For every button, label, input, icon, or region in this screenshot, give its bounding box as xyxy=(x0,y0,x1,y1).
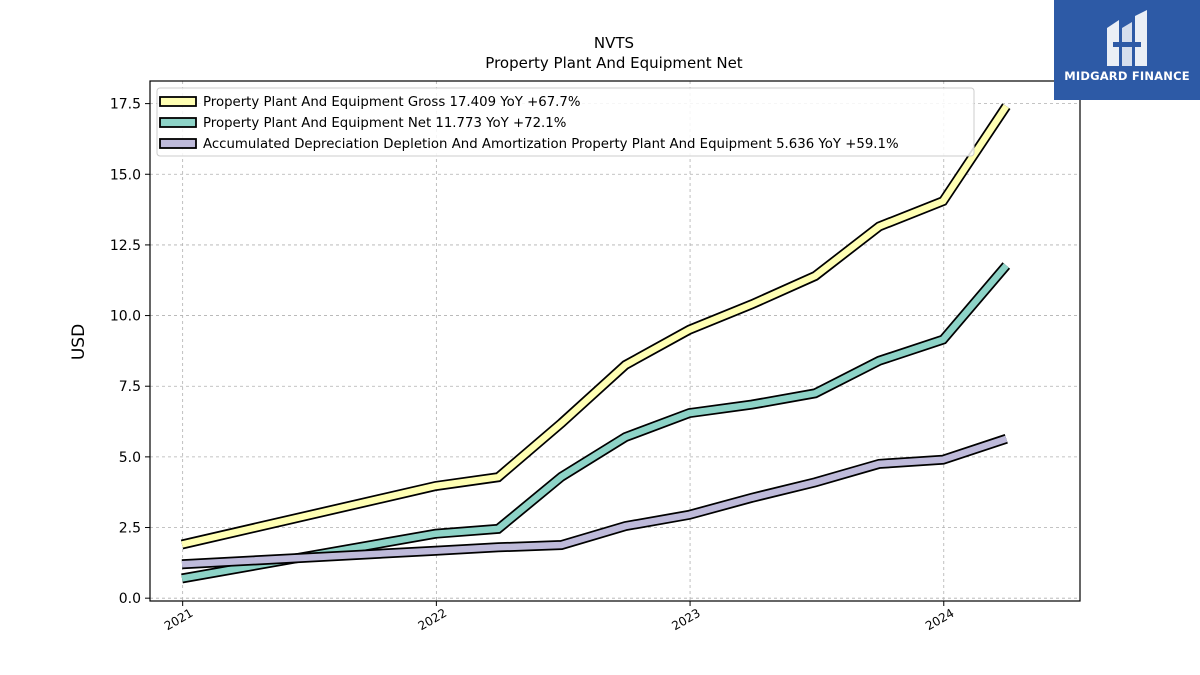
watermark-text: MIDGARD FINANCE xyxy=(1064,69,1190,83)
x-tick-label: 2024 xyxy=(923,606,956,633)
series-outline-0 xyxy=(180,103,1011,550)
legend: Property Plant And Equipment Gross 17.40… xyxy=(156,87,975,157)
x-tick-label: 2022 xyxy=(416,606,449,633)
series-line-1 xyxy=(181,263,1009,582)
legend-swatch xyxy=(159,138,197,149)
y-tick-label: 5.0 xyxy=(119,450,141,466)
series-line-2 xyxy=(181,435,1008,568)
chart-title: NVTS xyxy=(594,34,634,52)
x-tick-label: 2023 xyxy=(669,606,702,633)
legend-swatch xyxy=(159,117,197,128)
x-tick-label: 2021 xyxy=(162,606,195,633)
y-tick-label: 15.0 xyxy=(110,167,141,183)
y-tick-label: 10.0 xyxy=(110,309,141,325)
series-line-0 xyxy=(181,104,1010,548)
y-tick-label: 12.5 xyxy=(110,238,141,254)
legend-label: Property Plant And Equipment Gross 17.40… xyxy=(203,95,581,110)
legend-box xyxy=(156,87,975,157)
y-tick-label: 17.5 xyxy=(110,97,141,113)
legend-swatch xyxy=(159,96,197,107)
plot-frame xyxy=(149,80,1081,602)
legend-label: Accumulated Depreciation Depletion And A… xyxy=(203,137,899,152)
y-tick-label: 7.5 xyxy=(119,379,141,395)
y-tick-label: 0.0 xyxy=(119,591,141,607)
chart-subtitle: Property Plant And Equipment Net xyxy=(485,54,742,72)
logo-mark-icon xyxy=(1107,10,1147,66)
series-lines xyxy=(180,103,1011,584)
y-axis-label: USD xyxy=(69,324,89,360)
watermark-logo: MIDGARD FINANCE xyxy=(1054,0,1200,100)
axis-ticks: 0.0 2.5 5.0 7.5 10.0 12.5 15.0 17.5 2021 2022 2023… xyxy=(110,97,957,634)
y-tick-label: 2.5 xyxy=(119,521,141,537)
legend-label: Property Plant And Equipment Net 11.773 … xyxy=(203,116,566,131)
